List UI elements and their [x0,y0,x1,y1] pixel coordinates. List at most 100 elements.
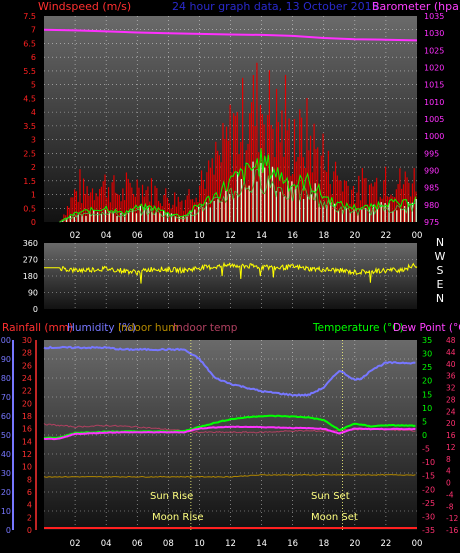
windspeed-tick: 7 [31,26,36,35]
x-tick-label: 22 [381,539,392,549]
rain-tick: 30 [22,336,32,345]
windspeed-tick: 6 [31,53,36,62]
rain-tick: 20 [22,399,32,408]
barometer-tick: 1010 [424,98,444,107]
barometer-tick: 975 [424,218,439,227]
direction-tick: 270 [23,256,38,265]
wind-series [43,28,418,223]
legend-indoor-temp: Indoor temp [173,322,238,334]
x-tick-label: 04 [101,231,112,241]
indoor-temp-tick: 4 [446,467,451,476]
indoor-temp-tick: 8 [446,455,451,464]
barometer-tick-labels: 975 980 985 990 995 1000 1005 1010 1015 1020 1025 1… [424,12,444,227]
windspeed-tick: 0.5 [23,204,36,213]
wind-direction-line [44,261,418,284]
x-tick-label: 16 [287,539,298,549]
humidity-tick: 30 [1,469,11,478]
indoor-temp-tick: -4 [446,490,454,499]
temperature-tick: -15 [422,472,435,481]
dewpoint-line [43,425,416,441]
indoor-temp-tick: 40 [446,360,456,369]
legend-rainfall: Rainfall (mm) [2,322,73,334]
windspeed-axis-title: Windspeed (m/s) [38,0,131,13]
temperature-tick: -5 [422,445,430,454]
legend-dewpoint: Dew Point (°C) [393,322,460,334]
compass-letter: W [435,250,446,263]
direction-tick-labels: 0 90 180 270 360 [23,239,38,314]
x-tick-label: 12 [225,539,236,549]
rain-tick: 24 [22,374,32,383]
temperature-tick: 15 [422,390,432,399]
humidity-tick: 50 [1,431,11,440]
x-tick-label: 20 [349,231,360,241]
wind-x-tick-labels: 02 04 06 08 10 12 14 16 18 20 22 00 [70,231,423,241]
x-tick-label: 06 [132,231,143,241]
temperature-tick: -10 [422,458,435,467]
indoor-humidity-line [43,473,416,478]
x-tick-label: 02 [70,539,81,549]
x-tick-label: 06 [132,539,143,549]
barometer-tick: 1000 [424,132,444,141]
indoor-temp-tick: 20 [446,419,456,428]
indoor-temp-tick: 36 [446,372,456,381]
humidity-tick: 80 [1,374,11,383]
temperature-tick: -25 [422,499,435,508]
temperature-tick: -35 [422,526,435,535]
temperature-tick: 10 [422,404,432,413]
barometer-tick: 995 [424,149,439,158]
windspeed-tick: 6.5 [23,39,36,48]
temperature-tick-labels: 0102030405060708090100024681012141618202… [0,336,458,535]
direction-tick: 180 [23,272,38,281]
indoor-temp-tick: -16 [446,526,458,535]
indoor-temp-tick: 24 [446,407,456,416]
barometer-tick: 1005 [424,115,444,124]
barometer-tick: 1030 [424,29,444,38]
indoor-temp-tick: 48 [446,336,456,345]
humidity-tick: 20 [1,488,11,497]
compass-letter: N [436,292,444,305]
barometer-tick: 990 [424,167,439,176]
windspeed-tick: 0 [31,218,36,227]
indoor-temp-tick: 16 [446,431,456,440]
x-tick-label: 08 [163,539,174,549]
compass-letter: E [437,278,444,291]
moon-set-label: Moon Set [311,512,358,523]
legend-temperature: Temperature (°C) [312,322,404,334]
rain-tick: 8 [27,475,32,484]
windspeed-tick: 3 [31,136,36,145]
humidity-tick: 90 [1,355,11,364]
windspeed-tick: 2 [31,163,36,172]
compass-letter: N [436,236,444,249]
windspeed-tick: 1 [31,191,36,200]
moon-rise-label: Moon Rise [152,512,203,523]
barometer-tick: 1020 [424,64,444,73]
indoor-temp-tick: -12 [446,514,458,523]
x-tick-label: 08 [163,231,174,241]
indoor-temp-line [43,423,416,434]
indoor-temp-tick: 32 [446,384,456,393]
graph-title: 24 hour graph data, 13 October 2015 [172,0,379,13]
rain-tick: 12 [22,450,32,459]
rain-tick: 22 [22,387,32,396]
windspeed-tick: 3.5 [23,122,36,131]
humidity-tick: 40 [1,450,11,459]
temperature-series [43,340,417,530]
direction-tick: 0 [33,305,38,314]
direction-series [44,261,418,284]
humidity-tick: 60 [1,412,11,421]
x-tick-label: 12 [225,231,236,241]
windspeed-tick: 7.5 [23,12,36,21]
temperature-x-tick-labels: 02 04 06 08 10 12 14 16 18 20 22 00 [70,539,423,549]
barometer-tick: 1015 [424,81,444,90]
rain-tick: 2 [27,513,32,522]
barometer-tick: 1035 [424,12,444,21]
rain-tick: 18 [22,412,32,421]
rain-tick: 28 [22,349,32,358]
temperature-tick: -20 [422,485,435,494]
windspeed-tick-labels: 0 0.5 1 1.5 2 2.5 3 3.5 4 4.5 5 5.5 6 6.5 7 7.5 [23,12,36,227]
rain-tick: 26 [22,361,32,370]
indoor-temp-tick: 0 [446,479,451,488]
x-tick-label: 22 [381,231,392,241]
